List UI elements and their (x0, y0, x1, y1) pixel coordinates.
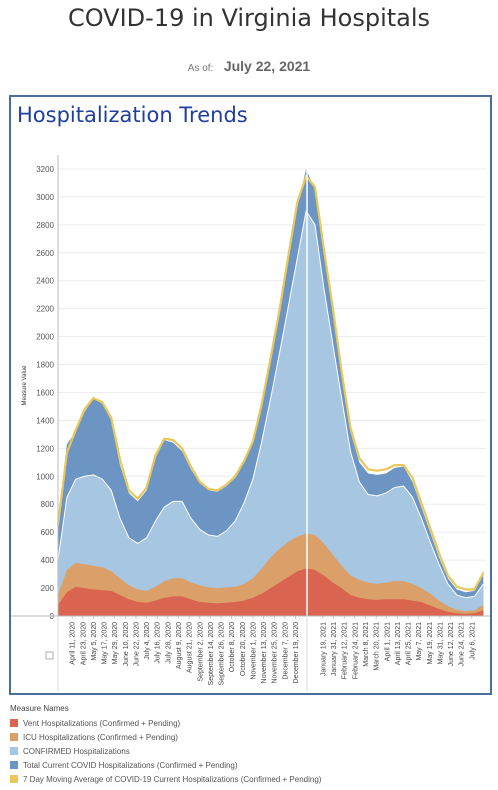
y-tick-label: 2000 (36, 333, 54, 342)
x-tick-label: September 26, 2020 (219, 622, 226, 686)
hospitalization-trends-panel: Hospitalization Trends 02004006008001000… (9, 95, 492, 695)
panel-title: Hospitalization Trends (17, 103, 248, 127)
x-tick-label: November 25, 2020 (272, 622, 279, 684)
y-tick-label: 1000 (36, 472, 54, 481)
x-tick-label: April 1, 2021 (384, 622, 391, 661)
x-tick-label: May 5, 2020 (91, 622, 98, 661)
as-of-date: July 22, 2021 (223, 58, 311, 74)
y-tick-label: 1200 (36, 444, 54, 453)
x-tick-label: June 12, 2021 (448, 622, 455, 666)
y-axis: 0200400600800100012001400160018002000220… (22, 155, 59, 621)
as-of-row: As of: July 22, 2021 (0, 58, 498, 76)
area-series-group (57, 169, 484, 616)
x-tick-label: June 24, 2021 (459, 622, 466, 666)
y-tick-label: 1400 (36, 416, 54, 425)
legend-title: Measure Names (10, 704, 69, 713)
legend-swatch (10, 775, 18, 783)
x-tick-label: May 31, 2021 (437, 622, 444, 665)
x-tick-label: August 9, 2020 (176, 622, 183, 669)
x-tick-label: May 29, 2020 (112, 622, 119, 665)
confirmed-outline (57, 209, 484, 599)
area-series-1 (58, 568, 484, 616)
collapse-checkbox (45, 651, 54, 660)
legend: Measure Names Vent Hospitalizations (Con… (10, 704, 490, 786)
legend-label: CONFIRMED Hospitalizations (23, 746, 130, 756)
x-tick-label: July 6, 2021 (469, 622, 476, 660)
y-axis-label: Measure Value (22, 365, 28, 406)
y-tick-label: 800 (41, 500, 55, 509)
x-tick-label: November 13, 2020 (261, 622, 268, 684)
legend-swatch (10, 719, 18, 727)
y-tick-label: 400 (41, 556, 55, 565)
y-tick-label: 2800 (36, 221, 54, 230)
legend-swatch (10, 761, 18, 769)
x-tick-label: December 19, 2020 (293, 622, 300, 684)
x-tick-label: April 13, 2021 (395, 622, 402, 665)
trend-chart[interactable]: 0200400600800100012001400160018002000220… (11, 97, 490, 693)
y-tick-label: 2200 (36, 305, 54, 314)
line-series-group (56, 155, 485, 691)
legend-label: Vent Hospitalizations (Confirmed + Pendi… (23, 718, 181, 728)
y-tick-label: 2600 (36, 249, 54, 258)
y-tick-label: 2400 (36, 277, 54, 286)
legend-item[interactable]: CONFIRMED Hospitalizations (10, 744, 490, 758)
legend-swatch (10, 747, 18, 755)
x-tick-label: April 11, 2020 (70, 622, 77, 665)
x-axis: April 11, 2020 April 23, 2020 May 5, 2020 M… (11, 615, 490, 691)
x-tick-label: July 16, 2020 (155, 622, 162, 664)
x-tick-label: May 19, 2021 (427, 622, 434, 665)
page-title: COVID-19 in Virginia Hospitals (67, 4, 431, 32)
x-tick-label: November 1, 2020 (250, 622, 257, 680)
x-tick-label: January 19, 2021 (320, 622, 327, 676)
area-series-2 (58, 533, 484, 616)
y-tick-label: 3200 (36, 165, 54, 174)
x-tick-label: December 7, 2020 (282, 622, 289, 680)
x-tick-label: January 31, 2021 (331, 622, 338, 676)
x-tick-label: April 25, 2021 (406, 622, 413, 665)
legend-label: ICU Hospitalizations (Confirmed + Pendin… (23, 732, 178, 742)
x-tick-label: February 12, 2021 (342, 622, 349, 679)
x-tick-label: October 20, 2020 (240, 622, 247, 676)
legend-item[interactable]: 7 Day Moving Average of COVID-19 Current… (10, 772, 490, 786)
legend-item[interactable]: Total Current COVID Hospitalizations (Co… (10, 758, 490, 772)
x-tick-label: March 20, 2021 (374, 622, 381, 671)
moving-average-line (56, 174, 485, 591)
legend-swatch (10, 733, 18, 741)
legend-item[interactable]: ICU Hospitalizations (Confirmed + Pendin… (10, 730, 490, 744)
area-series-3 (58, 210, 484, 616)
as-of-label: As of: (187, 63, 214, 74)
x-tick-label: March 8, 2021 (363, 622, 370, 667)
x-tick-label: April 23, 2020 (80, 622, 87, 665)
x-tick-label: June 22, 2020 (133, 622, 140, 666)
x-tick-label: May 7, 2021 (416, 622, 423, 661)
x-tick-label: September 14, 2020 (208, 622, 215, 686)
legend-label: Total Current COVID Hospitalizations (Co… (23, 760, 238, 770)
x-tick-label: May 17, 2020 (102, 622, 109, 665)
x-tick-label: July 4, 2020 (144, 622, 151, 660)
legend-label: 7 Day Moving Average of COVID-19 Current… (23, 774, 322, 784)
x-tick-label: July 28, 2020 (165, 622, 172, 664)
legend-item[interactable]: Vent Hospitalizations (Confirmed + Pendi… (10, 716, 490, 730)
x-tick-label: August 21, 2020 (187, 622, 194, 673)
y-tick-label: 3000 (36, 193, 54, 202)
y-tick-label: 1600 (36, 388, 54, 397)
x-tick-label: February 24, 2021 (352, 622, 359, 679)
x-tick-label: June 10, 2020 (123, 622, 130, 666)
y-tick-label: 200 (41, 584, 55, 593)
x-tick-label: October 8, 2020 (229, 622, 236, 672)
x-tick-label: September 2, 2020 (197, 622, 204, 682)
y-tick-label: 600 (41, 528, 55, 537)
y-tick-label: 1800 (36, 361, 54, 370)
